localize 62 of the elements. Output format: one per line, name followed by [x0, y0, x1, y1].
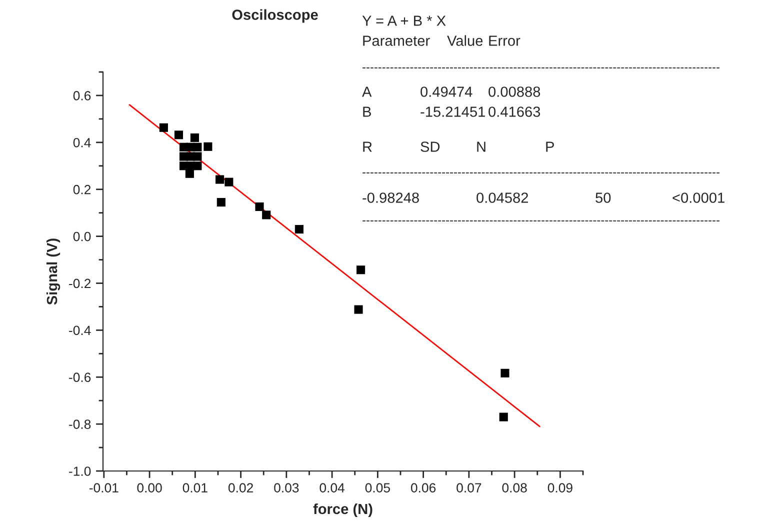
text: Parameter — [363, 36, 430, 46]
annotation: P — [546, 142, 554, 152]
text: 50 — [596, 192, 611, 203]
point — [204, 142, 212, 151]
point — [262, 210, 271, 220]
annotation: 0.41663 — [488, 106, 540, 117]
annotation: -0.98248 — [362, 192, 419, 203]
point — [294, 224, 304, 234]
text: Error — [489, 36, 520, 46]
point — [193, 152, 202, 161]
point — [193, 162, 202, 170]
x-tick-label: 0.06 — [410, 483, 436, 492]
x-axis-title: force (N) — [313, 503, 372, 518]
y-tick-label: 0.4 — [73, 138, 91, 148]
chart-title: Osciloscope — [232, 9, 318, 23]
annotation: N — [477, 142, 486, 152]
point — [159, 123, 168, 132]
point — [190, 133, 199, 142]
point — [224, 178, 234, 186]
point — [216, 198, 226, 207]
annotation: 0.04582 — [476, 192, 528, 203]
x-tick-label: 0.02 — [228, 483, 253, 492]
annotation: -15.21451 — [420, 106, 485, 117]
y-tick-label: -0.6 — [69, 372, 91, 382]
annotation: B — [363, 106, 371, 117]
x-tick-label: 0.01 — [182, 483, 208, 492]
annotation: 0.49474 — [420, 86, 472, 97]
point — [354, 305, 363, 314]
text: Value — [447, 35, 483, 46]
point — [499, 412, 508, 422]
point — [500, 368, 510, 378]
annotation: R — [363, 142, 372, 152]
y-tick-label: -0.8 — [69, 420, 91, 429]
x-tick-label: 0.08 — [502, 483, 527, 492]
point — [255, 202, 264, 211]
x-tick-label: 0.00 — [137, 483, 162, 492]
annotation: 0.00888 — [488, 86, 540, 97]
y-axis-title: Signal (V) — [46, 238, 60, 305]
y-tick-label: -0.4 — [69, 326, 91, 336]
y-tick-label: -0.2 — [69, 278, 91, 288]
y-tick-label: 0.0 — [73, 232, 91, 242]
text: ------------------------------------------------------------------------------------------ — [362, 67, 720, 68]
point — [193, 142, 202, 152]
text: <0.0001 — [672, 192, 724, 203]
point — [356, 266, 366, 274]
x-tick-label: -0.01 — [89, 483, 118, 492]
y-tick-label: 0.6 — [73, 91, 91, 100]
annotation: ------------------------------------------------------------------------------------------ — [362, 220, 720, 222]
point — [216, 175, 224, 184]
annotation: ------------------------------------------------------------------------------------------ — [362, 172, 720, 174]
annotation: SD — [420, 142, 440, 152]
y-tick-label: -1.0 — [69, 466, 91, 476]
x-tick-label: 0.09 — [548, 483, 572, 492]
x-tick-label: 0.03 — [274, 483, 299, 492]
x-tick-label: 0.07 — [456, 483, 482, 492]
x-tick-label: 0.05 — [365, 483, 390, 492]
point — [174, 130, 184, 140]
x-tick-label: 0.04 — [320, 483, 345, 492]
annotation: A — [362, 86, 372, 97]
text: Y = A + B * X — [362, 16, 446, 26]
y-tick-label: 0.2 — [73, 184, 91, 194]
point — [185, 169, 194, 178]
